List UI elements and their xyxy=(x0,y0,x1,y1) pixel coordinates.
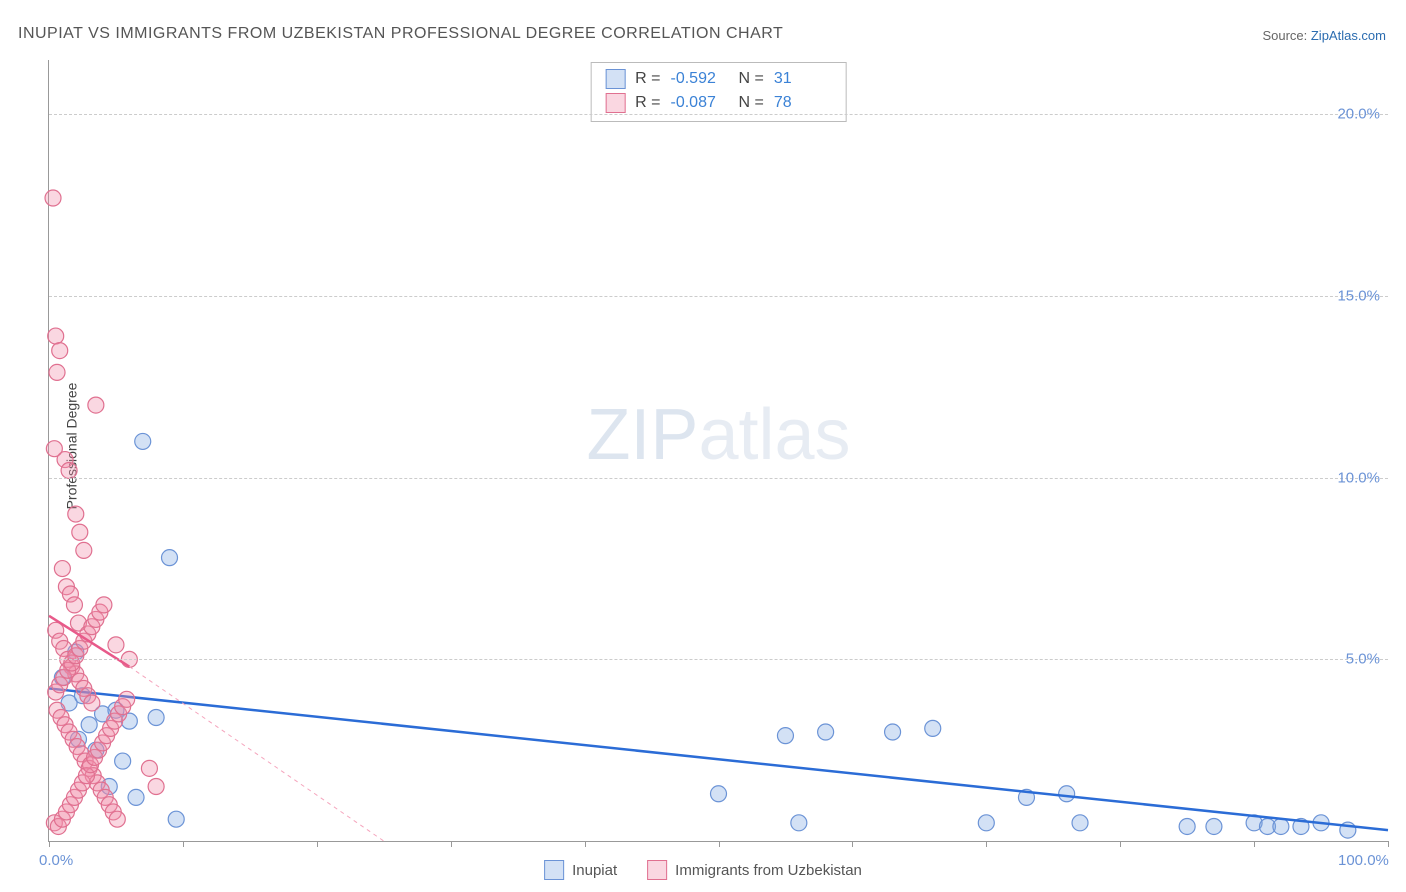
y-tick-label: 15.0% xyxy=(1337,288,1380,305)
legend: Inupiat Immigrants from Uzbekistan xyxy=(544,860,862,880)
data-point xyxy=(777,728,793,744)
data-point xyxy=(791,815,807,831)
x-tick-mark xyxy=(585,841,586,847)
x-tick-mark xyxy=(451,841,452,847)
x-tick-mark xyxy=(183,841,184,847)
legend-item-series2: Immigrants from Uzbekistan xyxy=(647,860,862,880)
x-tick-mark xyxy=(986,841,987,847)
y-tick-label: 10.0% xyxy=(1337,469,1380,486)
scatter-svg xyxy=(49,60,1388,841)
x-tick-mark xyxy=(1388,841,1389,847)
x-tick-mark xyxy=(317,841,318,847)
data-point xyxy=(49,364,65,380)
data-point xyxy=(148,709,164,725)
data-point xyxy=(84,695,100,711)
legend-swatch-2 xyxy=(647,860,667,880)
data-point xyxy=(54,561,70,577)
data-point xyxy=(61,462,77,478)
data-point xyxy=(1206,818,1222,834)
legend-item-series1: Inupiat xyxy=(544,860,617,880)
data-point xyxy=(96,597,112,613)
data-point xyxy=(128,789,144,805)
data-point xyxy=(109,811,125,827)
x-tick-mark xyxy=(1120,841,1121,847)
data-point xyxy=(72,524,88,540)
data-point xyxy=(148,779,164,795)
data-point xyxy=(68,506,84,522)
data-point xyxy=(1273,818,1289,834)
trend-line-extension xyxy=(129,667,383,841)
legend-label-2: Immigrants from Uzbekistan xyxy=(675,862,862,879)
data-point xyxy=(925,720,941,736)
gridline-h xyxy=(49,478,1388,479)
chart-plot-area: ZIPatlas R = -0.592 N = 31 R = -0.087 N … xyxy=(48,60,1388,842)
x-tick-mark xyxy=(1254,841,1255,847)
data-point xyxy=(885,724,901,740)
source-label: Source: xyxy=(1262,28,1310,43)
x-tick-mark xyxy=(49,841,50,847)
data-point xyxy=(108,637,124,653)
data-point xyxy=(1179,818,1195,834)
x-tick-mark xyxy=(719,841,720,847)
data-point xyxy=(978,815,994,831)
data-point xyxy=(1059,786,1075,802)
data-point xyxy=(52,343,68,359)
data-point xyxy=(48,328,64,344)
data-point xyxy=(119,691,135,707)
source-link[interactable]: ZipAtlas.com xyxy=(1311,28,1386,43)
x-tick-mark xyxy=(852,841,853,847)
data-point xyxy=(168,811,184,827)
data-point xyxy=(45,190,61,206)
y-tick-label: 5.0% xyxy=(1346,651,1380,668)
data-point xyxy=(66,597,82,613)
data-point xyxy=(115,753,131,769)
chart-title: INUPIAT VS IMMIGRANTS FROM UZBEKISTAN PR… xyxy=(18,25,783,43)
data-point xyxy=(76,542,92,558)
x-tick-label: 100.0% xyxy=(1338,852,1389,869)
x-tick-label: 0.0% xyxy=(39,852,73,869)
data-point xyxy=(88,397,104,413)
gridline-h xyxy=(49,114,1388,115)
gridline-h xyxy=(49,659,1388,660)
data-point xyxy=(81,717,97,733)
data-point xyxy=(141,760,157,776)
data-point xyxy=(135,433,151,449)
data-point xyxy=(818,724,834,740)
data-point xyxy=(1072,815,1088,831)
data-point xyxy=(162,550,178,566)
trend-line xyxy=(49,688,1388,830)
data-point xyxy=(711,786,727,802)
data-point xyxy=(46,441,62,457)
legend-label-1: Inupiat xyxy=(572,862,617,879)
gridline-h xyxy=(49,296,1388,297)
legend-swatch-1 xyxy=(544,860,564,880)
source-attribution: Source: ZipAtlas.com xyxy=(1262,28,1386,43)
y-tick-label: 20.0% xyxy=(1337,106,1380,123)
